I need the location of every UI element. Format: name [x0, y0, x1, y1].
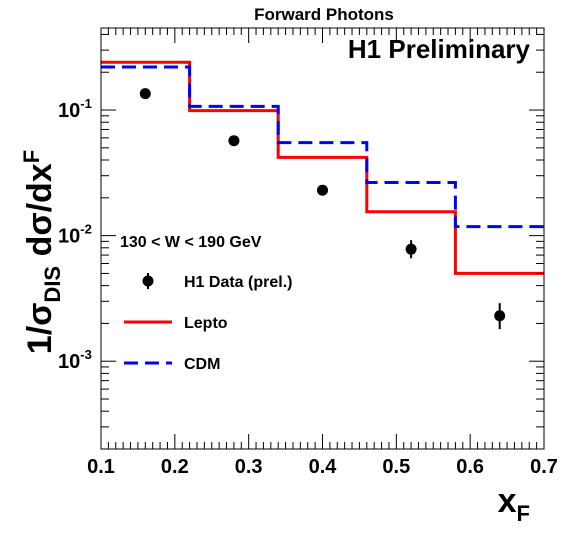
y-tick-label: 10-3	[58, 347, 92, 373]
legend-label-lepto: Lepto	[184, 315, 228, 332]
y-axis-label: 1/σDIS dσ/dxF	[19, 150, 65, 354]
chart-title: Forward Photons	[254, 5, 394, 24]
w-range-label: 130 < W < 190 GeV	[120, 234, 262, 251]
y-tick-label: 10-2	[58, 222, 92, 248]
h1-preliminary-annotation: H1 Preliminary	[348, 34, 531, 64]
x-tick-label: 0.4	[309, 456, 338, 478]
x-tick-label: 0.7	[530, 456, 558, 478]
x-tick-label: 0.2	[161, 456, 189, 478]
data-point	[317, 184, 328, 196]
x-tick-label: 0.5	[382, 456, 410, 478]
x-tick-label: 0.1	[87, 456, 115, 478]
data-point	[494, 310, 506, 322]
legend-label-cdm: CDM	[184, 356, 220, 373]
y-tick-label: 10-1	[58, 96, 92, 122]
plot-area	[101, 60, 544, 330]
x-tick-label: 0.3	[235, 456, 263, 478]
x-tick-label: 0.6	[456, 456, 484, 478]
legend: H1 Data (prel.) Lepto CDM	[124, 273, 292, 373]
cdm-step-line	[101, 65, 544, 229]
data-point	[405, 243, 417, 255]
x-axis-label: xF	[498, 482, 530, 526]
data-point	[228, 135, 240, 147]
x-axis: 0.1 0.2 0.3 0.4 0.5 0.6 0.7xF	[87, 28, 558, 526]
data-point	[139, 88, 151, 100]
legend-label-h1-data-prel: H1 Data (prel.)	[184, 274, 292, 291]
y-axis: 10-3 10-2 10-1 1/σDIS dσ/dxF	[19, 33, 544, 450]
